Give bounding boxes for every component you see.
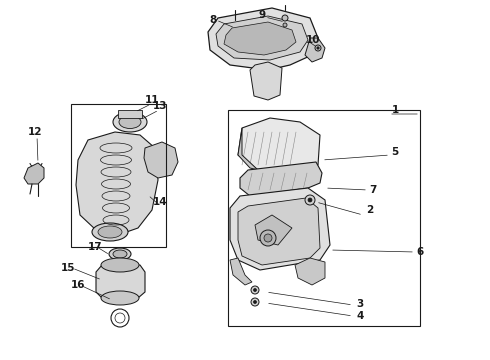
Circle shape xyxy=(264,234,272,242)
Text: 10: 10 xyxy=(306,35,320,45)
Circle shape xyxy=(253,288,256,292)
Polygon shape xyxy=(96,265,145,298)
Text: 9: 9 xyxy=(258,10,266,20)
Bar xyxy=(118,110,142,118)
Polygon shape xyxy=(305,38,325,62)
Text: 16: 16 xyxy=(71,280,85,290)
Ellipse shape xyxy=(119,116,141,129)
Polygon shape xyxy=(76,132,158,235)
Polygon shape xyxy=(238,128,258,170)
Text: 14: 14 xyxy=(153,197,167,207)
Ellipse shape xyxy=(101,258,139,272)
Circle shape xyxy=(283,23,287,27)
Circle shape xyxy=(253,301,256,303)
Circle shape xyxy=(317,47,319,49)
Polygon shape xyxy=(255,215,292,245)
Polygon shape xyxy=(144,142,178,178)
Ellipse shape xyxy=(92,223,128,241)
Polygon shape xyxy=(240,162,322,196)
Polygon shape xyxy=(238,198,320,265)
Polygon shape xyxy=(24,163,44,184)
Circle shape xyxy=(260,230,276,246)
Text: 13: 13 xyxy=(153,101,167,111)
Ellipse shape xyxy=(101,291,139,305)
Circle shape xyxy=(315,45,321,51)
Bar xyxy=(71,104,166,247)
Polygon shape xyxy=(224,22,296,55)
Circle shape xyxy=(251,298,259,306)
Text: 17: 17 xyxy=(88,242,102,252)
Circle shape xyxy=(305,195,315,205)
Text: 1: 1 xyxy=(392,105,399,115)
Polygon shape xyxy=(216,16,308,60)
Text: 11: 11 xyxy=(145,95,159,105)
Circle shape xyxy=(282,15,288,21)
Ellipse shape xyxy=(109,248,131,260)
Bar xyxy=(228,110,420,326)
Polygon shape xyxy=(250,62,282,100)
Text: 12: 12 xyxy=(28,127,42,137)
Ellipse shape xyxy=(113,112,147,132)
Ellipse shape xyxy=(98,226,122,238)
Text: 5: 5 xyxy=(392,147,399,157)
Text: 15: 15 xyxy=(61,263,75,273)
Text: 2: 2 xyxy=(367,205,374,215)
Polygon shape xyxy=(238,118,320,175)
Polygon shape xyxy=(230,258,252,285)
Circle shape xyxy=(251,286,259,294)
Text: 6: 6 xyxy=(416,247,424,257)
Text: 3: 3 xyxy=(356,299,364,309)
Circle shape xyxy=(308,198,312,202)
Polygon shape xyxy=(230,188,330,270)
Polygon shape xyxy=(295,258,325,285)
Text: 7: 7 xyxy=(369,185,377,195)
Text: 4: 4 xyxy=(356,311,364,321)
Text: 8: 8 xyxy=(209,15,217,25)
Ellipse shape xyxy=(113,250,127,258)
Polygon shape xyxy=(208,8,318,70)
